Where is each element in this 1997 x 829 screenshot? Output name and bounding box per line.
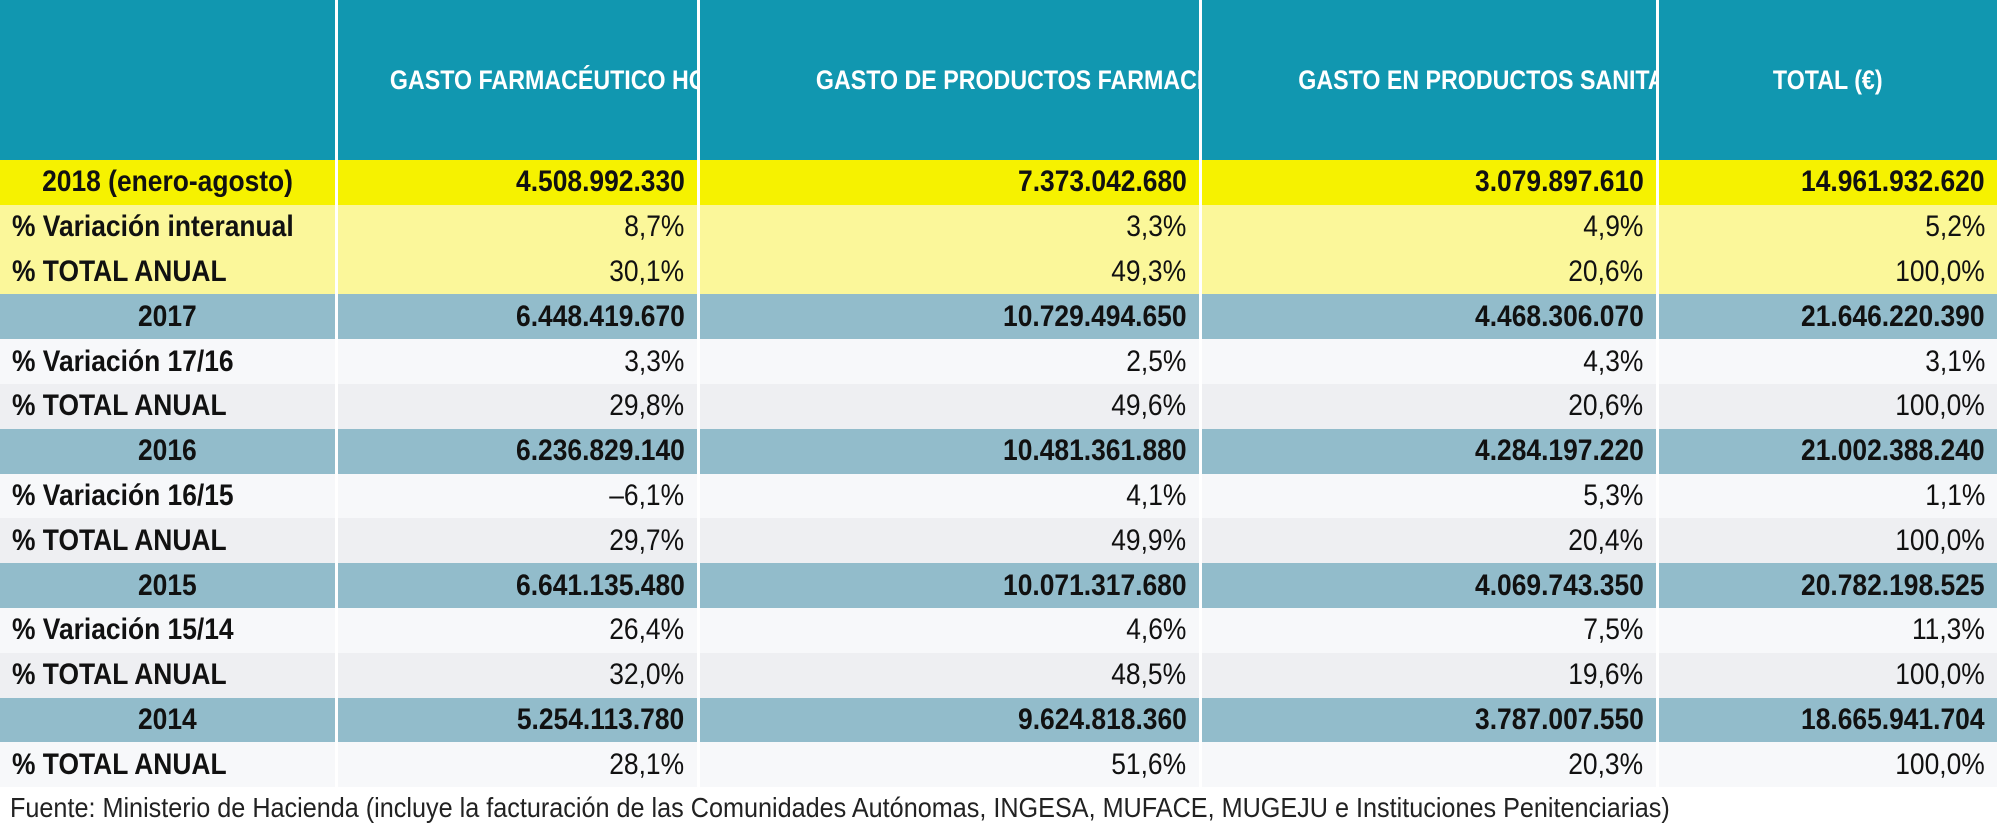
cell-total: 21.646.220.390 <box>1655 294 1997 340</box>
row-label: % Variación 15/14 <box>0 607 336 653</box>
cell-total: 21.002.388.240 <box>1655 428 1997 474</box>
row-label: 2016 <box>0 428 336 474</box>
cell-total: 100,0% <box>1655 383 1997 429</box>
table-row: % TOTAL ANUAL 32,0% 48,5% 19,6% 100,0% <box>0 652 1997 698</box>
cell-total: 100,0% <box>1655 742 1997 788</box>
header-non-prescription-spending: GASTO EN PRODUCTOS SANITARIOS SIN RECETA… <box>1198 0 1657 160</box>
table-row: % TOTAL ANUAL 28,1% 51,6% 20,3% 100,0% <box>0 742 1997 788</box>
cell-hospital: 6.236.829.140 <box>334 428 698 474</box>
row-label: 2018 (enero-agosto) <box>0 160 336 205</box>
cell-non-prescription: 3.079.897.610 <box>1198 160 1657 205</box>
cell-total: 100,0% <box>1655 518 1997 564</box>
cell-hospital: 26,4% <box>334 607 698 653</box>
row-label: 2014 <box>0 697 336 743</box>
row-label: % TOTAL ANUAL <box>0 249 336 295</box>
cell-non-prescription: 20,4% <box>1198 518 1657 564</box>
cell-total: 3,1% <box>1655 339 1997 384</box>
cell-prescription: 4,6% <box>696 607 1200 653</box>
header-hospital-spending: GASTO FARMACÉUTICO HOSPITALARIO (€) <box>334 0 698 160</box>
table-row: 2015 6.641.135.480 10.071.317.680 4.069.… <box>0 563 1997 608</box>
table-row: % Variación 15/14 26,4% 4,6% 7,5% 11,3% <box>0 607 1997 653</box>
cell-hospital: 5.254.113.780 <box>334 697 698 743</box>
cell-hospital: 6.448.419.670 <box>334 294 698 340</box>
cell-hospital: 30,1% <box>334 249 698 295</box>
cell-prescription: 9.624.818.360 <box>696 697 1200 743</box>
cell-prescription: 3,3% <box>696 204 1200 250</box>
row-label: % TOTAL ANUAL <box>0 742 336 788</box>
table-row: 2016 6.236.829.140 10.481.361.880 4.284.… <box>0 428 1997 474</box>
cell-total: 5,2% <box>1655 204 1997 250</box>
cell-hospital: 6.641.135.480 <box>334 563 698 608</box>
cell-prescription: 49,3% <box>696 249 1200 295</box>
cell-hospital: 32,0% <box>334 652 698 698</box>
cell-non-prescription: 19,6% <box>1198 652 1657 698</box>
cell-non-prescription: 4.468.306.070 <box>1198 294 1657 340</box>
cell-hospital: –6,1% <box>334 473 698 519</box>
row-label: % TOTAL ANUAL <box>0 383 336 429</box>
cell-hospital: 8,7% <box>334 204 698 250</box>
cell-non-prescription: 5,3% <box>1198 473 1657 519</box>
table-row: % TOTAL ANUAL 30,1% 49,3% 20,6% 100,0% <box>0 249 1997 295</box>
cell-non-prescription: 20,6% <box>1198 383 1657 429</box>
cell-hospital: 29,8% <box>334 383 698 429</box>
table-row: % TOTAL ANUAL 29,8% 49,6% 20,6% 100,0% <box>0 383 1997 429</box>
header-corner <box>0 0 336 160</box>
row-label: % Variación 17/16 <box>0 339 336 384</box>
cell-non-prescription: 20,3% <box>1198 742 1657 788</box>
cell-total: 100,0% <box>1655 652 1997 698</box>
cell-prescription: 7.373.042.680 <box>696 160 1200 205</box>
table-row: % TOTAL ANUAL 29,7% 49,9% 20,4% 100,0% <box>0 518 1997 564</box>
row-label: 2017 <box>0 294 336 340</box>
row-label: % Variación 16/15 <box>0 473 336 519</box>
cell-prescription: 10.729.494.650 <box>696 294 1200 340</box>
table-row: % Variación 16/15 –6,1% 4,1% 5,3% 1,1% <box>0 473 1997 519</box>
cell-hospital: 3,3% <box>334 339 698 384</box>
cell-non-prescription: 3.787.007.550 <box>1198 697 1657 743</box>
table-row: % Variación 17/16 3,3% 2,5% 4,3% 3,1% <box>0 339 1997 384</box>
row-label: % Variación interanual <box>0 204 336 250</box>
cell-prescription: 49,6% <box>696 383 1200 429</box>
cell-non-prescription: 4.069.743.350 <box>1198 563 1657 608</box>
cell-total: 100,0% <box>1655 249 1997 295</box>
table-row: 2018 (enero-agosto) 4.508.992.330 7.373.… <box>0 160 1997 205</box>
cell-total: 14.961.932.620 <box>1655 160 1997 205</box>
cell-hospital: 29,7% <box>334 518 698 564</box>
cell-non-prescription: 7,5% <box>1198 607 1657 653</box>
cell-hospital: 28,1% <box>334 742 698 788</box>
cell-total: 1,1% <box>1655 473 1997 519</box>
cell-prescription: 10.071.317.680 <box>696 563 1200 608</box>
table-row: % Variación interanual 8,7% 3,3% 4,9% 5,… <box>0 204 1997 250</box>
header-row: GASTO FARMACÉUTICO HOSPITALARIO (€) GAST… <box>0 0 1997 160</box>
cell-prescription: 2,5% <box>696 339 1200 384</box>
cell-non-prescription: 4,3% <box>1198 339 1657 384</box>
cell-total: 20.782.198.525 <box>1655 563 1997 608</box>
cell-non-prescription: 4.284.197.220 <box>1198 428 1657 474</box>
cell-non-prescription: 4,9% <box>1198 204 1657 250</box>
pharma-spending-table: GASTO FARMACÉUTICO HOSPITALARIO (€) GAST… <box>0 0 1997 788</box>
cell-non-prescription: 20,6% <box>1198 249 1657 295</box>
cell-prescription: 51,6% <box>696 742 1200 788</box>
cell-prescription: 4,1% <box>696 473 1200 519</box>
header-total: TOTAL (€) <box>1655 0 1997 160</box>
row-label: % TOTAL ANUAL <box>0 652 336 698</box>
cell-hospital: 4.508.992.330 <box>334 160 698 205</box>
cell-total: 11,3% <box>1655 607 1997 653</box>
row-label: % TOTAL ANUAL <box>0 518 336 564</box>
cell-prescription: 48,5% <box>696 652 1200 698</box>
header-prescription-spending: GASTO DE PRODUCTOS FARMACÉUTICOS Y SANIT… <box>696 0 1200 160</box>
cell-prescription: 49,9% <box>696 518 1200 564</box>
cell-total: 18.665.941.704 <box>1655 697 1997 743</box>
table-row: 2017 6.448.419.670 10.729.494.650 4.468.… <box>0 294 1997 340</box>
source-footnote: Fuente: Ministerio de Hacienda (incluye … <box>10 792 1670 823</box>
cell-prescription: 10.481.361.880 <box>696 428 1200 474</box>
table-row: 2014 5.254.113.780 9.624.818.360 3.787.0… <box>0 697 1997 743</box>
row-label: 2015 <box>0 563 336 608</box>
